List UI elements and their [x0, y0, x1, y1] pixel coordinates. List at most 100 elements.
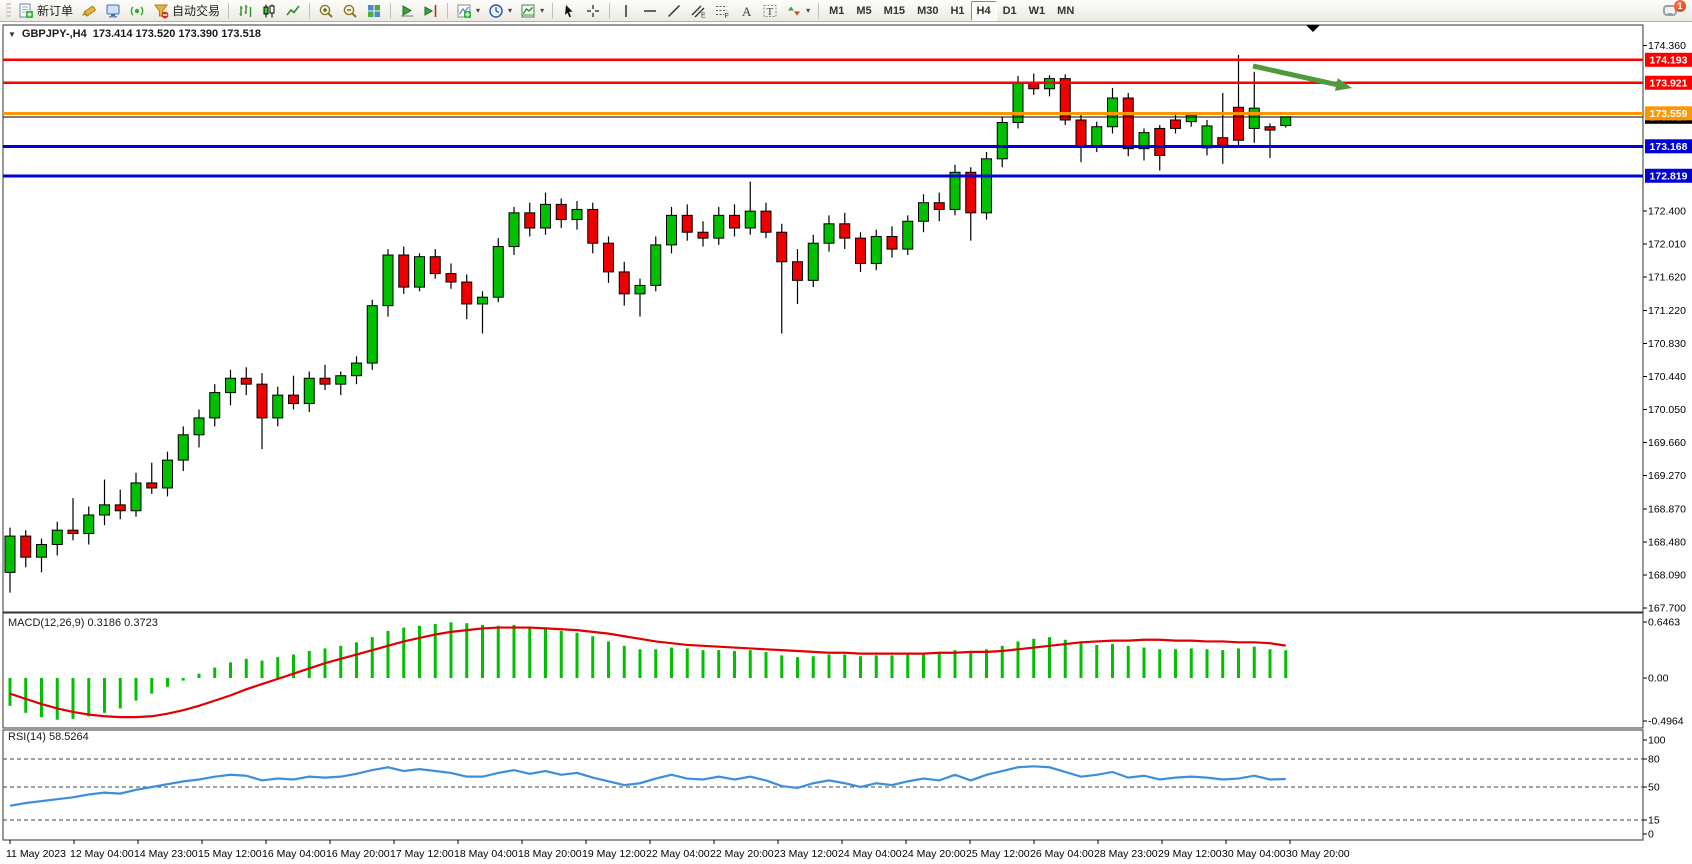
- search-button[interactable]: [1631, 1, 1655, 21]
- price-axis-tick-label: 170.050: [1648, 404, 1686, 416]
- chart-shift-button[interactable]: [419, 1, 443, 21]
- line-chart-button[interactable]: [281, 1, 305, 21]
- candle: [524, 212, 536, 229]
- price-axis-tick-label: 171.220: [1648, 305, 1686, 317]
- indicators-button[interactable]: ▾: [452, 1, 484, 21]
- horizontal-line-button[interactable]: [638, 1, 662, 21]
- candle: [603, 242, 614, 273]
- timeframe-d1-button[interactable]: D1: [1002, 4, 1017, 17]
- signals-button[interactable]: [125, 1, 149, 21]
- macd-histogram-bar: [922, 652, 925, 678]
- candle: [461, 281, 473, 305]
- rsi-scale-label: 50: [1648, 782, 1660, 794]
- macd-histogram-bar: [1284, 650, 1288, 678]
- candle: [1075, 119, 1087, 147]
- candle: [839, 223, 851, 239]
- macd-histogram-bar: [1063, 639, 1067, 678]
- timeframe-m15-button[interactable]: M15: [883, 4, 906, 17]
- text-button[interactable]: A: [734, 1, 758, 21]
- chevron-down-icon[interactable]: ▾: [540, 6, 545, 15]
- macd-histogram-bar: [906, 654, 910, 678]
- toolbar-grip[interactable]: [6, 2, 11, 19]
- toolbar-separator: [447, 2, 449, 19]
- price-axis-tick-label: 168.870: [1648, 504, 1686, 516]
- text-label-button[interactable]: T: [758, 1, 782, 21]
- zoom-out-button[interactable]: [338, 1, 362, 21]
- candle: [83, 514, 95, 535]
- crosshair-button[interactable]: [581, 1, 605, 21]
- candle: [697, 231, 709, 239]
- templates-button[interactable]: ▾: [516, 1, 548, 21]
- chart-canvas[interactable]: 174.360 172.400 172.010 171.620 171.220 170.8…: [0, 22, 1692, 864]
- svg-text:A: A: [742, 4, 752, 19]
- timeframe-h4-button[interactable]: H4: [970, 0, 997, 21]
- autotrade-button[interactable]: 自动交易: [149, 1, 224, 21]
- rsi-scale-label: 80: [1648, 753, 1660, 765]
- auto-scroll-button[interactable]: [395, 1, 419, 21]
- equidistant-channel-button[interactable]: E: [686, 1, 710, 21]
- chart-shift-marker[interactable]: [1306, 25, 1320, 32]
- candle: [51, 529, 63, 546]
- bar-chart-button[interactable]: [233, 1, 257, 21]
- candle: [886, 235, 898, 250]
- zoom-in-button[interactable]: [314, 1, 338, 21]
- timeframe-m5-button[interactable]: M5: [856, 4, 872, 17]
- chevron-down-icon[interactable]: ▾: [476, 6, 481, 15]
- macd-histogram-bar: [1032, 638, 1036, 678]
- macd-histogram-bar: [386, 631, 390, 678]
- macd-histogram-bar: [55, 678, 59, 720]
- candle: [445, 273, 457, 283]
- candle: [414, 256, 425, 288]
- cursor-button[interactable]: [557, 1, 581, 21]
- macd-histogram-bar: [748, 650, 752, 678]
- resistance-line-2-tag: [1645, 75, 1692, 90]
- candle: [776, 231, 788, 263]
- timeframe-m30-button[interactable]: M30: [917, 4, 939, 17]
- signal-icon: [129, 3, 145, 19]
- clock-icon: [488, 3, 504, 19]
- candle: [508, 212, 520, 248]
- new-order-button[interactable]: 新订单: [14, 1, 77, 21]
- tile-windows-button[interactable]: [362, 1, 386, 21]
- chat-button[interactable]: 1: [1663, 0, 1686, 20]
- vertical-line-button[interactable]: [614, 1, 638, 21]
- main-toolbar: 新订单 自动交易 ▾ ▾ ▾ E F A T ▾ M1 M5 M15 M30 H1 H4 D1 W1 MN 1: [0, 0, 1692, 22]
- candle: [1248, 107, 1260, 129]
- macd-histogram-bar: [575, 632, 579, 678]
- fibonacci-button[interactable]: F: [710, 1, 734, 21]
- chevron-down-icon[interactable]: ▾: [508, 6, 513, 15]
- macd-histogram-bar: [355, 642, 358, 678]
- timeframe-m1-button[interactable]: M1: [829, 4, 845, 17]
- candlestick-chart-button[interactable]: [257, 1, 281, 21]
- chevron-down-icon[interactable]: ▾: [806, 6, 811, 15]
- price-axis-tick-label: 172.400: [1648, 206, 1686, 218]
- trend-arrow-annotation[interactable]: [1252, 63, 1337, 87]
- timeframe-mn-button[interactable]: MN: [1057, 4, 1075, 17]
- candle: [1185, 114, 1197, 123]
- macd-histogram-bar: [449, 622, 453, 678]
- arrows-button[interactable]: ▾: [782, 1, 814, 21]
- crosshair-icon: [585, 3, 601, 19]
- candle: [571, 208, 583, 221]
- auto-scroll-icon: [399, 3, 415, 19]
- styler-button[interactable]: [77, 1, 101, 21]
- macd-histogram-bar: [654, 649, 658, 678]
- macd-histogram-bar: [166, 678, 169, 687]
- candle: [540, 203, 551, 229]
- candle: [193, 417, 205, 436]
- time-axis-label: 23 May 12:00: [774, 848, 838, 860]
- candle: [1091, 126, 1103, 147]
- one-click-trading-icon[interactable]: ▼: [8, 29, 16, 39]
- macd-scale-label: -0.4964: [1648, 716, 1684, 728]
- timeframe-h1-button[interactable]: H1: [950, 4, 965, 17]
- support-line-2-tag: [1645, 168, 1692, 183]
- macd-histogram-bar: [465, 623, 469, 678]
- time-axis-label: 30 May 04:00: [1222, 848, 1286, 860]
- trendline-button[interactable]: [662, 1, 686, 21]
- charts-profile-button[interactable]: [101, 1, 125, 21]
- candle: [933, 202, 945, 210]
- crayon-icon: [81, 3, 97, 19]
- periods-button[interactable]: ▾: [484, 1, 516, 21]
- timeframe-w1-button[interactable]: W1: [1028, 4, 1046, 17]
- time-axis-label: 14 May 23:00: [134, 848, 198, 860]
